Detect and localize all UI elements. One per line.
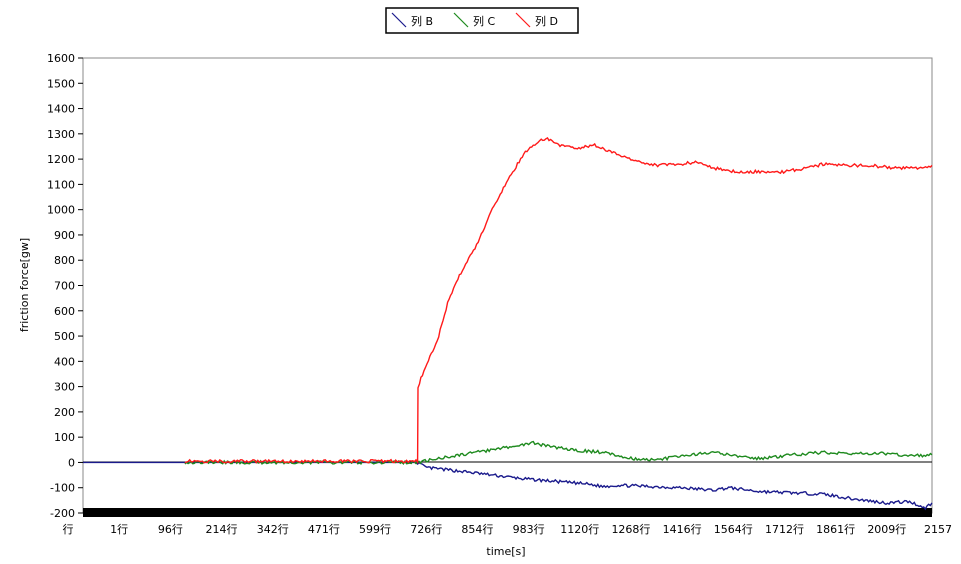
legend-label: 列 C [473, 14, 495, 28]
y-tick-label: 1300 [47, 128, 75, 141]
legend-swatch [391, 12, 407, 28]
y-tick-label: 400 [54, 355, 75, 368]
y-tick-label: 200 [54, 406, 75, 419]
x-tick-label: 342行 [257, 523, 289, 536]
y-tick-label: 0 [68, 456, 75, 469]
y-tick-label: 100 [54, 431, 75, 444]
y-axis-label: friction force[gw] [18, 238, 31, 332]
y-tick-label: 1200 [47, 153, 75, 166]
x-tick-label: 2157 [924, 523, 952, 536]
x-tick-label: 1564行 [714, 523, 753, 536]
x-tick-label: 行 [63, 523, 74, 536]
x-tick-label: 1712行 [765, 523, 804, 536]
x-tick-label: 983行 [513, 523, 545, 536]
x-tick-label: 1416行 [663, 523, 702, 536]
x-tick-label: 854行 [461, 523, 493, 536]
x-tick-label: 1268行 [611, 523, 650, 536]
x-tick-label: 2009行 [867, 523, 906, 536]
plot-area [82, 57, 933, 514]
x-tick-label: 96行 [158, 523, 183, 536]
legend-label: 列 B [411, 14, 433, 28]
series-line-1 [184, 440, 933, 466]
y-tick-label: 900 [54, 229, 75, 242]
x-tick-label: 1120行 [560, 523, 599, 536]
y-tick-label: 700 [54, 280, 75, 293]
y-tick-label: 1400 [47, 103, 75, 116]
legend-swatch [515, 12, 531, 28]
y-tick-label: 500 [54, 330, 75, 343]
legend-box [385, 7, 579, 34]
x-axis-label: time[s] [486, 545, 525, 558]
x-tick-label: 599行 [359, 523, 391, 536]
x-axis-bar [83, 508, 932, 517]
legend-swatch [453, 12, 469, 28]
y-tick-label: 1100 [47, 178, 75, 191]
x-tick-label: 471行 [308, 523, 340, 536]
series-line-2 [184, 136, 933, 465]
x-tick-label: 214行 [206, 523, 238, 536]
y-tick-label: 1600 [47, 52, 75, 65]
y-tick-label: -200 [50, 507, 75, 520]
x-tick-label: 1861行 [816, 523, 855, 536]
y-tick-label: 800 [54, 254, 75, 267]
x-tick-label: 1行 [110, 523, 128, 536]
y-tick-label: -100 [50, 482, 75, 495]
y-tick-label: 300 [54, 381, 75, 394]
x-tick-label: 726行 [410, 523, 442, 536]
y-tick-label: 600 [54, 305, 75, 318]
legend-label: 列 D [535, 14, 558, 28]
y-tick-label: 1500 [47, 77, 75, 90]
y-tick-label: 1000 [47, 204, 75, 217]
